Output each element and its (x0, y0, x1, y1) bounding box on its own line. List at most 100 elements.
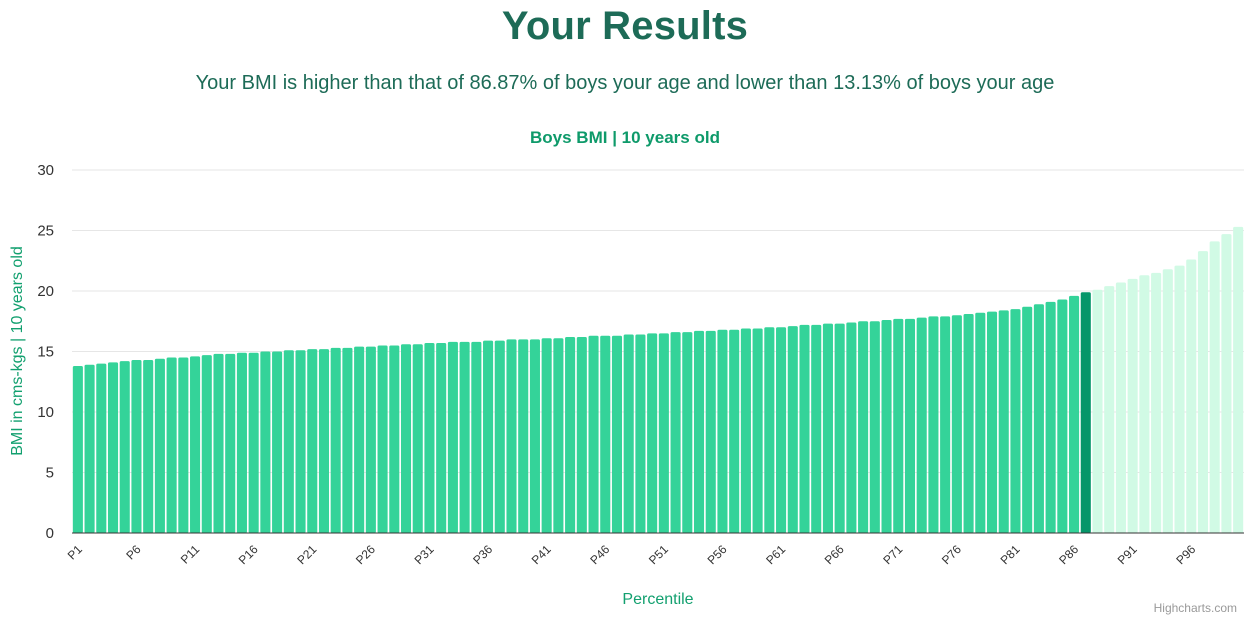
percentile-bar[interactable] (1139, 275, 1150, 533)
percentile-bar[interactable] (424, 343, 435, 533)
percentile-bar[interactable] (998, 310, 1009, 533)
percentile-bar[interactable] (494, 340, 505, 533)
percentile-bar[interactable] (940, 316, 951, 533)
percentile-bar[interactable] (1162, 269, 1173, 533)
percentile-bar[interactable] (201, 355, 212, 533)
percentile-bar[interactable] (447, 341, 458, 533)
percentile-bar[interactable] (389, 345, 400, 533)
percentile-bar[interactable] (84, 364, 95, 533)
percentile-bar[interactable] (471, 341, 482, 533)
percentile-bar[interactable] (400, 344, 412, 533)
percentile-bar[interactable] (799, 324, 810, 533)
percentile-bar[interactable] (611, 335, 623, 533)
percentile-bar[interactable] (307, 349, 318, 533)
percentile-bar[interactable] (354, 346, 365, 533)
percentile-bar[interactable] (131, 359, 142, 533)
percentile-bar[interactable] (178, 357, 189, 533)
percentile-bar[interactable] (436, 343, 447, 533)
percentile-bar[interactable] (377, 345, 388, 533)
percentile-bar[interactable] (776, 327, 787, 533)
percentile-bar[interactable] (811, 324, 822, 533)
percentile-bar[interactable] (459, 341, 470, 533)
percentile-bar[interactable] (986, 311, 998, 533)
percentile-bar[interactable] (846, 322, 857, 533)
percentile-bar[interactable] (658, 333, 669, 533)
percentile-bar[interactable] (412, 344, 423, 533)
percentile-bar[interactable] (693, 330, 705, 533)
percentile-bar[interactable] (529, 339, 540, 533)
percentile-bar[interactable] (72, 366, 83, 533)
percentile-bar[interactable] (1092, 289, 1103, 533)
percentile-bar[interactable] (1115, 282, 1126, 533)
percentile-bar[interactable] (107, 362, 119, 533)
percentile-bar[interactable] (576, 336, 587, 533)
percentile-bar[interactable] (1033, 304, 1044, 533)
percentile-bar[interactable] (260, 351, 271, 534)
percentile-bar[interactable] (283, 350, 294, 533)
percentile-bar[interactable] (904, 318, 916, 533)
highcharts-credit[interactable]: Highcharts.com (1154, 601, 1237, 615)
percentile-bar[interactable] (916, 317, 927, 533)
percentile-bar[interactable] (1197, 251, 1209, 533)
percentile-bar[interactable] (881, 320, 892, 533)
percentile-bar[interactable] (295, 350, 306, 533)
percentile-bar[interactable] (365, 346, 376, 533)
percentile-bar[interactable] (1127, 278, 1138, 533)
percentile-bar[interactable] (236, 352, 247, 533)
percentile-bar[interactable] (1057, 299, 1068, 533)
percentile-bar[interactable] (565, 336, 576, 533)
percentile-bar[interactable] (1151, 272, 1162, 533)
percentile-bar[interactable] (1069, 295, 1080, 533)
percentile-bar[interactable] (342, 347, 353, 533)
percentile-bar[interactable] (119, 361, 130, 533)
percentile-bar[interactable] (588, 335, 599, 533)
percentile-bar[interactable] (483, 340, 494, 533)
percentile-bar[interactable] (635, 334, 646, 533)
percentile-bar[interactable] (190, 356, 201, 533)
percentile-bar[interactable] (541, 338, 552, 533)
percentile-bar[interactable] (647, 333, 658, 533)
percentile-bar[interactable] (893, 318, 904, 533)
percentile-bar[interactable] (787, 326, 798, 533)
percentile-bar[interactable] (705, 330, 716, 533)
percentile-bar[interactable] (834, 323, 845, 533)
percentile-bar[interactable] (600, 335, 611, 533)
percentile-bar[interactable] (764, 327, 775, 533)
percentile-bar[interactable] (248, 352, 259, 533)
percentile-bar[interactable] (670, 332, 681, 533)
percentile-bar[interactable] (154, 358, 165, 533)
percentile-bar[interactable] (717, 329, 728, 533)
percentile-bar[interactable] (682, 332, 693, 533)
percentile-bar[interactable] (518, 339, 529, 533)
percentile-bar[interactable] (318, 349, 330, 533)
percentile-bar[interactable] (1221, 234, 1232, 533)
percentile-bar[interactable] (1104, 286, 1115, 533)
percentile-bar[interactable] (729, 329, 740, 533)
percentile-bar[interactable] (143, 359, 154, 533)
percentile-bar[interactable] (553, 338, 564, 533)
percentile-bar[interactable] (1022, 306, 1033, 533)
percentile-bar[interactable] (928, 316, 939, 533)
percentile-bar[interactable] (272, 351, 283, 534)
percentile-bar[interactable] (225, 353, 236, 533)
percentile-bar[interactable] (1209, 241, 1220, 533)
percentile-bar[interactable] (869, 321, 880, 533)
percentile-bar[interactable] (1010, 309, 1021, 533)
percentile-bar[interactable] (1233, 226, 1244, 533)
percentile-bar[interactable] (506, 339, 517, 533)
percentile-bar[interactable] (1186, 259, 1197, 533)
percentile-bar[interactable] (740, 328, 751, 533)
percentile-bar[interactable] (213, 353, 224, 533)
percentile-bar[interactable] (330, 347, 341, 533)
percentile-bar[interactable] (975, 312, 986, 533)
percentile-bar[interactable] (951, 315, 962, 533)
percentile-bar[interactable] (858, 321, 869, 533)
percentile-bar[interactable] (1174, 265, 1185, 533)
percentile-bar[interactable] (1045, 301, 1056, 533)
percentile-bar[interactable] (822, 323, 833, 533)
percentile-bar[interactable] (96, 363, 107, 533)
percentile-bar[interactable] (752, 328, 763, 533)
percentile-bar[interactable] (623, 334, 634, 533)
percentile-bar[interactable] (963, 313, 974, 533)
bar-series[interactable] (72, 226, 1244, 534)
